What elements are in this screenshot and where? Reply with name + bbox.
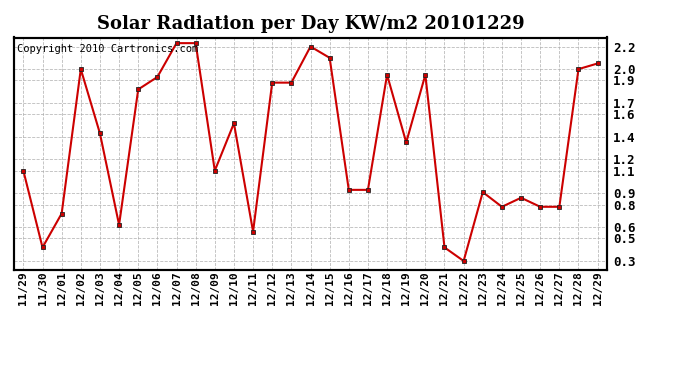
Title: Solar Radiation per Day KW/m2 20101229: Solar Radiation per Day KW/m2 20101229 xyxy=(97,15,524,33)
Text: Copyright 2010 Cartronics.com: Copyright 2010 Cartronics.com xyxy=(17,45,198,54)
